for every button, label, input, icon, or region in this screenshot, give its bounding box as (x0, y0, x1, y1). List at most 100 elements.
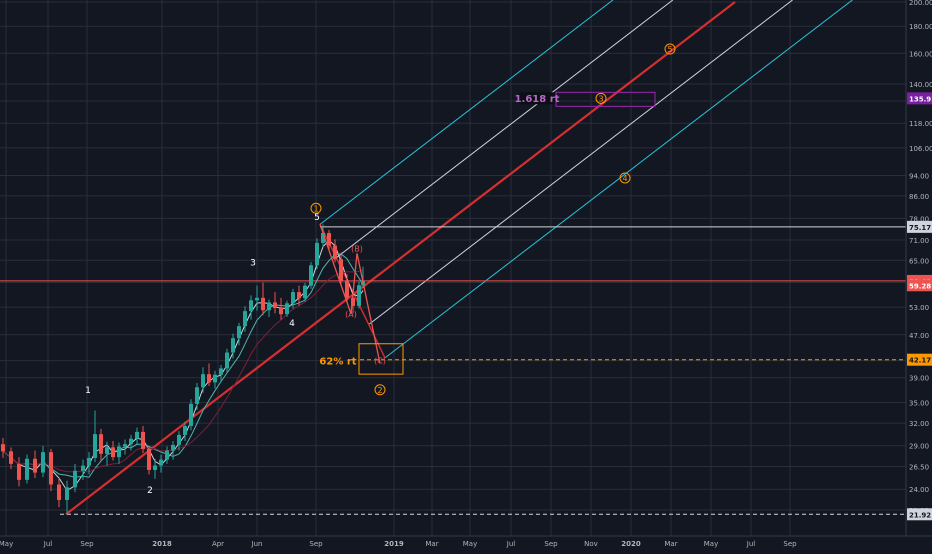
candle-body (357, 285, 361, 306)
circle-wave-ring (619, 172, 631, 184)
fib-62-label: 62% rt (319, 357, 356, 368)
time-tick-label: Sep (544, 540, 558, 548)
candle-body (147, 448, 151, 470)
price-tick-label: 53.00 (909, 304, 929, 312)
candle-body (249, 300, 253, 312)
time-tick-label: Mar (425, 540, 438, 548)
price-tag-bg (907, 220, 932, 233)
candle-body (195, 387, 199, 404)
time-tick-label: Jul (746, 540, 756, 548)
candle-body (231, 338, 235, 353)
time-tick-label: Nov (584, 540, 598, 548)
moving-average-mid (2, 253, 364, 478)
candle-body (261, 297, 265, 311)
candle-body (135, 431, 139, 439)
time-tick-label: Jul (43, 540, 53, 548)
time-tick-label: Jul (506, 540, 516, 548)
annotation-bg (519, 92, 555, 105)
circle-wave-label-3: 3 (595, 92, 607, 104)
candle-body (9, 451, 13, 464)
wave-label-5: 5 (314, 213, 320, 223)
candle-body (17, 463, 21, 480)
circle-wave-ring (374, 384, 386, 396)
candle-body (309, 265, 313, 286)
candle-body (105, 447, 109, 454)
candle-body (237, 326, 241, 339)
price-tick-label: 39.00 (909, 375, 929, 383)
price-tag-bg (907, 279, 932, 292)
moving-average-slow (2, 269, 364, 473)
time-tick-label: Sep (80, 540, 94, 548)
price-tag-label: 75.17 (909, 224, 931, 232)
candle-body (165, 450, 169, 460)
candle-body (99, 434, 103, 454)
price-axis: 200.00180.00160.00140.00130.00118.00106.… (905, 0, 932, 550)
candle-body (303, 285, 307, 299)
time-tick-label: 2018 (152, 540, 172, 548)
candle-body (219, 368, 223, 375)
price-tick-label: 29.00 (909, 443, 929, 451)
price-tick-label: 26.50 (909, 463, 929, 471)
time-tick-label: May (704, 540, 718, 548)
price-tick-label: 160.00 (909, 50, 932, 58)
circle-wave-label-4: 4 (619, 172, 631, 184)
time-axis: May Jul Sep 2018 Apr Jun Sep 2019 Mar May Jul Sep No… (0, 535, 932, 550)
candle-body (159, 459, 163, 466)
price-tick-label: 86.00 (909, 193, 929, 201)
candle-body (243, 311, 247, 327)
candle-body (87, 457, 91, 466)
pitchfork-inner-line (335, 0, 674, 259)
candle-body (129, 438, 133, 445)
circle-wave-number: 1 (313, 204, 318, 213)
candle-body (285, 303, 289, 315)
wave-label-3: 3 (250, 259, 256, 269)
candle-body (189, 403, 193, 427)
time-tick-label: 2019 (384, 540, 404, 548)
circle-wave-number: 3 (598, 94, 603, 103)
candle-body (225, 352, 229, 369)
price-tick-label: 24.00 (909, 486, 929, 494)
wave-label-1: 1 (85, 386, 91, 396)
time-axis-bg (0, 536, 932, 550)
price-tick-label: 106.00 (909, 145, 932, 153)
abc-projection (319, 224, 381, 364)
candle-body (41, 452, 45, 473)
price-tag-label: 21.92 (909, 511, 931, 519)
time-tick-label: Jun (251, 540, 263, 548)
price-tick-label: 140.00 (909, 81, 932, 89)
time-tick-label: Mar (664, 540, 677, 548)
circle-wave-ring (310, 202, 322, 214)
candle-body (255, 297, 259, 301)
wave-label-b: (B) (351, 245, 363, 254)
fib-1618-box (555, 91, 656, 107)
pitchfork-inner-line (368, 0, 793, 325)
horizontal-lines (0, 226, 906, 515)
candle-body (207, 374, 211, 383)
time-tick-label: 2020 (621, 540, 641, 548)
candle-body (177, 434, 181, 445)
candle-body (291, 292, 295, 304)
price-tick-label: 32.00 (909, 420, 929, 428)
candle-body (141, 431, 145, 449)
candle-body (111, 447, 115, 458)
candle-body (25, 458, 29, 480)
candle-body (81, 465, 85, 471)
wave-label-4: 4 (289, 319, 295, 329)
circle-wave-ring (664, 43, 676, 55)
price-tag-label: 59.28 (909, 282, 931, 290)
candle-body (321, 232, 325, 243)
price-tag-label: 135.91 (909, 95, 932, 103)
price-tick-label: 94.00 (909, 172, 929, 180)
time-tick-label: May (463, 540, 477, 548)
fib-62-box (358, 343, 404, 375)
abc-projection-line (319, 224, 381, 364)
candle-body (73, 470, 77, 488)
candle-body (183, 426, 187, 435)
price-tick-label: 65.00 (909, 257, 929, 265)
circle-wave-number: 2 (377, 386, 382, 395)
wave-label-c: (C) (374, 356, 386, 365)
candle-body (65, 487, 69, 500)
candle-body (351, 297, 355, 306)
